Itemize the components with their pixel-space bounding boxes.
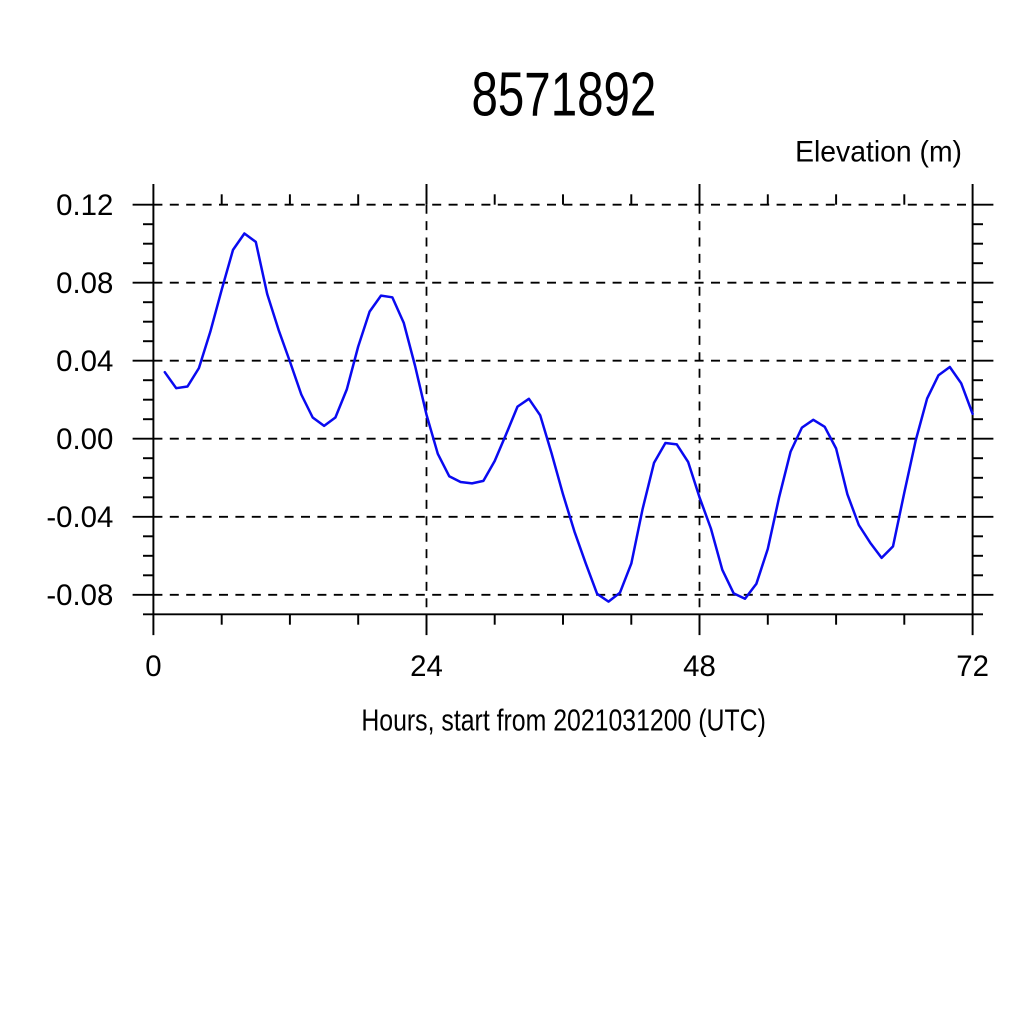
- svg-text:-0.04: -0.04: [46, 501, 113, 534]
- svg-text:48: 48: [683, 650, 716, 683]
- svg-text:0.12: 0.12: [56, 189, 113, 222]
- svg-text:0.08: 0.08: [56, 267, 113, 300]
- svg-text:24: 24: [410, 650, 443, 683]
- svg-text:72: 72: [956, 650, 989, 683]
- svg-text:-0.08: -0.08: [46, 579, 113, 612]
- svg-text:Elevation (m): Elevation (m): [795, 136, 962, 169]
- svg-text:0.00: 0.00: [56, 423, 113, 456]
- svg-text:8571892: 8571892: [471, 59, 656, 129]
- svg-text:Hours, start from 2021031200 (: Hours, start from 2021031200 (UTC): [361, 703, 766, 737]
- svg-text:0: 0: [145, 650, 161, 683]
- svg-text:0.04: 0.04: [56, 345, 113, 378]
